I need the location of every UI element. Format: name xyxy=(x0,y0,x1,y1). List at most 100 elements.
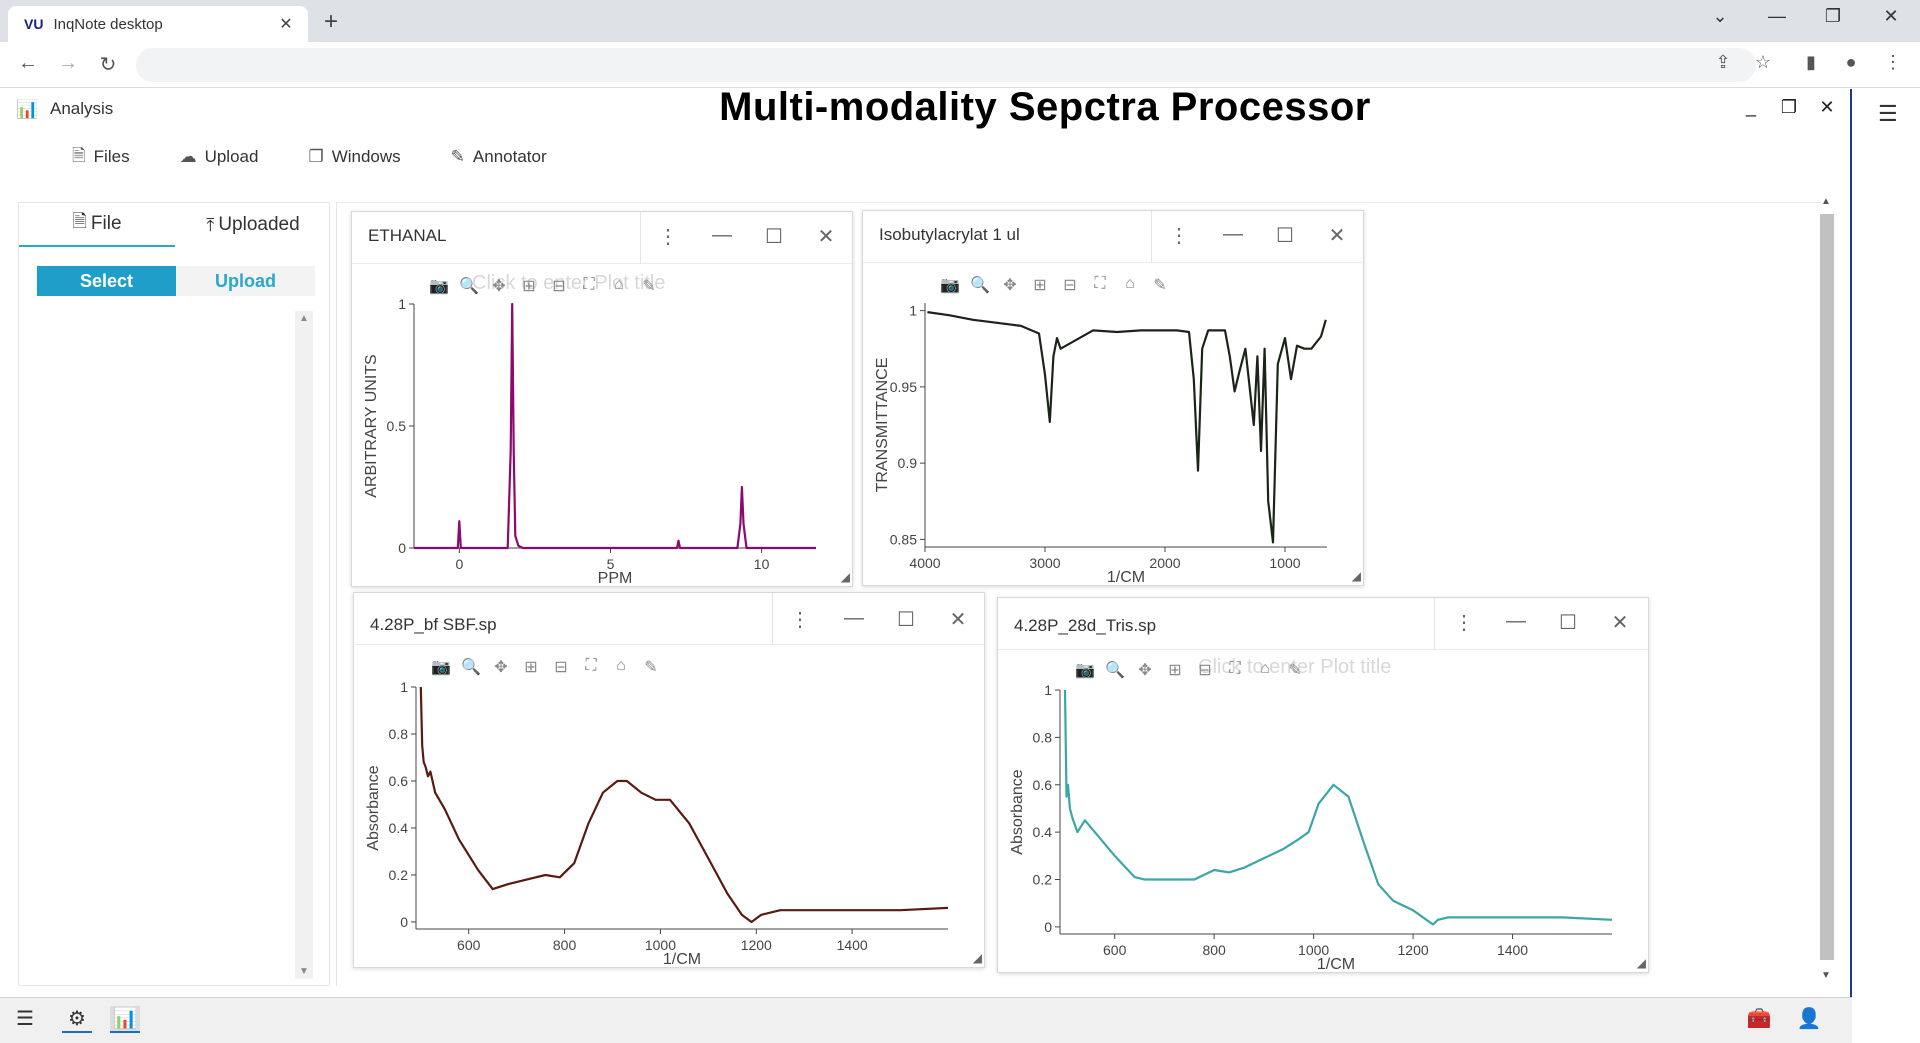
zoom-icon[interactable]: 🔍 xyxy=(459,278,479,295)
close-icon[interactable]: ✕ xyxy=(949,609,967,631)
home-icon[interactable]: ⌂ xyxy=(616,657,626,674)
plot-title-placeholder[interactable]: Click to enter Plot title xyxy=(1198,656,1392,678)
menu-windows[interactable]: ❐ Windows xyxy=(308,137,400,177)
minimize-icon[interactable]: — xyxy=(1506,610,1526,632)
select-button[interactable]: Select xyxy=(37,266,176,296)
hamburger-menu-icon[interactable]: ☰ xyxy=(16,1008,34,1030)
plot-title-placeholder[interactable]: Click to enter Plot title xyxy=(472,272,666,294)
draw-icon[interactable]: ✎ xyxy=(642,278,656,295)
zoom-icon[interactable]: 🔍 xyxy=(1105,662,1125,679)
plot-tris[interactable]: 0 0.2 0.4 0.6 0.8 1 600 800 1000 1200 1400 1/CM Abso… xyxy=(998,682,1648,972)
pan-icon[interactable]: ✥ xyxy=(1138,662,1152,679)
profile-icon[interactable]: ● xyxy=(1845,52,1857,72)
back-arrow-icon[interactable]: ← xyxy=(18,52,38,74)
kebab-menu-icon[interactable]: ⋮ xyxy=(1884,52,1902,72)
camera-icon[interactable]: 📷 xyxy=(940,277,960,294)
new-tab-button[interactable]: + xyxy=(324,8,339,35)
close-icon[interactable]: ✕ xyxy=(1328,225,1346,247)
camera-icon[interactable]: 📷 xyxy=(431,659,451,676)
share-icon[interactable]: ⇪ xyxy=(1715,52,1731,72)
scroll-down-icon[interactable]: ▼ xyxy=(1821,970,1831,981)
plot-window-tris[interactable]: 4.28P_28d_Tris.sp ⋮ — ☐ ✕ Click to enter… xyxy=(997,597,1649,973)
kebab-menu-icon[interactable]: ⋮ xyxy=(658,226,678,248)
draw-icon[interactable]: ✎ xyxy=(1153,277,1167,294)
minimize-panel-icon[interactable]: _ xyxy=(1745,97,1756,117)
zoom-icon[interactable]: 🔍 xyxy=(461,659,481,676)
forward-arrow-icon[interactable]: → xyxy=(58,52,78,74)
close-icon[interactable]: ✕ xyxy=(817,226,835,248)
resize-handle-icon[interactable]: ◢ xyxy=(1351,569,1361,583)
scroll-up-icon[interactable]: ▲ xyxy=(299,313,309,324)
browser-tab[interactable]: VU InqNote desktop ✕ xyxy=(8,6,308,42)
close-window-icon[interactable]: ✕ xyxy=(1883,6,1899,26)
minimize-icon[interactable]: — xyxy=(844,607,864,629)
toolbox-icon[interactable]: 🧰 xyxy=(1746,1008,1772,1030)
kebab-menu-icon[interactable]: ⋮ xyxy=(790,609,810,631)
minimize-icon[interactable]: — xyxy=(712,224,732,246)
upload-button[interactable]: Upload xyxy=(176,266,315,296)
resize-handle-icon[interactable]: ◢ xyxy=(1636,956,1646,970)
close-icon[interactable]: ✕ xyxy=(1611,612,1629,634)
maximize-icon[interactable]: ☐ xyxy=(1559,612,1577,634)
maximize-icon[interactable]: ☐ xyxy=(765,226,783,248)
zoom-in-icon[interactable]: ⊞ xyxy=(522,278,536,295)
menu-files[interactable]: 🗎 Files xyxy=(72,137,130,177)
hamburger-menu-icon[interactable]: ☰ xyxy=(1878,101,1898,126)
address-bar[interactable] xyxy=(136,48,1756,82)
zoom-in-icon[interactable]: ⊞ xyxy=(1168,662,1182,679)
kebab-menu-icon[interactable]: ⋮ xyxy=(1169,225,1189,247)
autoscale-icon[interactable]: ⛶ xyxy=(1094,275,1106,292)
autoscale-icon[interactable]: ⛶ xyxy=(585,657,597,674)
plot-window-isobutylacrylat[interactable]: Isobutylacrylat 1 ul ⋮ — ☐ ✕ 📷 🔍 ✥ ⊞ ⊟ ⛶… xyxy=(862,210,1364,586)
draw-icon[interactable]: ✎ xyxy=(1288,662,1302,679)
zoom-out-icon[interactable]: ⊟ xyxy=(552,278,566,295)
draw-icon[interactable]: ✎ xyxy=(644,659,658,676)
menu-upload[interactable]: ☁ Upload xyxy=(180,137,259,177)
kebab-menu-icon[interactable]: ⋮ xyxy=(1454,612,1474,634)
home-icon[interactable]: ⌂ xyxy=(1125,275,1135,292)
zoom-out-icon[interactable]: ⊟ xyxy=(554,659,568,676)
autoscale-icon[interactable]: ⛶ xyxy=(1229,660,1241,677)
bar-chart-icon[interactable]: 📊 xyxy=(110,1006,140,1033)
pan-icon[interactable]: ✥ xyxy=(1003,277,1017,294)
pan-icon[interactable]: ✥ xyxy=(492,278,506,295)
home-icon[interactable]: ⌂ xyxy=(614,276,624,293)
camera-icon[interactable]: 📷 xyxy=(1075,662,1095,679)
scroll-up-icon[interactable]: ▲ xyxy=(1821,196,1831,207)
tab-close-icon[interactable]: ✕ xyxy=(279,16,293,33)
minimize-window-icon[interactable]: — xyxy=(1768,6,1786,26)
tab-file[interactable]: 🗎 File xyxy=(19,203,175,247)
menu-annotator[interactable]: ✎ Annotator xyxy=(451,137,547,177)
zoom-out-icon[interactable]: ⊟ xyxy=(1063,277,1077,294)
workspace-scrollbar[interactable]: ▲ ▼ xyxy=(1818,196,1834,986)
scroll-down-icon[interactable]: ▼ xyxy=(299,966,309,977)
minimize-icon[interactable]: — xyxy=(1223,223,1243,245)
plot-isobutylacrylat[interactable]: 0.85 0.9 0.95 1 4000 3000 2000 1000 1/CM TRANSMIT… xyxy=(863,295,1363,585)
tab-search-chevron-icon[interactable]: ⌄ xyxy=(1712,6,1728,26)
reload-icon[interactable]: ↻ xyxy=(99,54,117,76)
zoom-in-icon[interactable]: ⊞ xyxy=(1033,277,1047,294)
restore-panel-icon[interactable]: ❐ xyxy=(1780,97,1798,117)
camera-icon[interactable]: 📷 xyxy=(429,278,449,295)
pan-icon[interactable]: ✥ xyxy=(494,659,508,676)
scrollbar-thumb[interactable] xyxy=(1820,214,1834,960)
bookmark-star-icon[interactable]: ☆ xyxy=(1754,52,1772,72)
user-icon[interactable]: 👤 xyxy=(1796,1008,1822,1030)
restore-window-icon[interactable]: ❐ xyxy=(1824,6,1842,26)
plot-sbf[interactable]: 0 0.2 0.4 0.6 0.8 1 600 800 1000 1200 1400 1/CM Abso… xyxy=(354,679,984,967)
maximize-icon[interactable]: ☐ xyxy=(1276,225,1294,247)
maximize-icon[interactable]: ☐ xyxy=(897,609,915,631)
tab-uploaded[interactable]: ⤒ Uploaded xyxy=(175,203,331,247)
side-panel-icon[interactable]: ▮ xyxy=(1806,52,1816,72)
resize-handle-icon[interactable]: ◢ xyxy=(972,951,982,965)
file-list-scrollbar[interactable]: ▲ ▼ xyxy=(295,311,313,979)
autoscale-icon[interactable]: ⛶ xyxy=(583,276,595,293)
plot-window-ethanal[interactable]: ETHANAL ⋮ — ☐ ✕ Click to enter Plot titl… xyxy=(351,211,853,587)
plot-window-sbf[interactable]: 4.28P_bf SBF.sp ⋮ — ☐ ✕ 📷 🔍 ✥ ⊞ ⊟ ⛶ ⌂ ✎ … xyxy=(353,592,985,968)
zoom-in-icon[interactable]: ⊞ xyxy=(524,659,538,676)
close-panel-icon[interactable]: ✕ xyxy=(1819,97,1835,117)
lightbulb-gear-icon[interactable]: ⚙ xyxy=(62,1006,92,1033)
zoom-out-icon[interactable]: ⊟ xyxy=(1198,662,1212,679)
zoom-icon[interactable]: 🔍 xyxy=(970,277,990,294)
